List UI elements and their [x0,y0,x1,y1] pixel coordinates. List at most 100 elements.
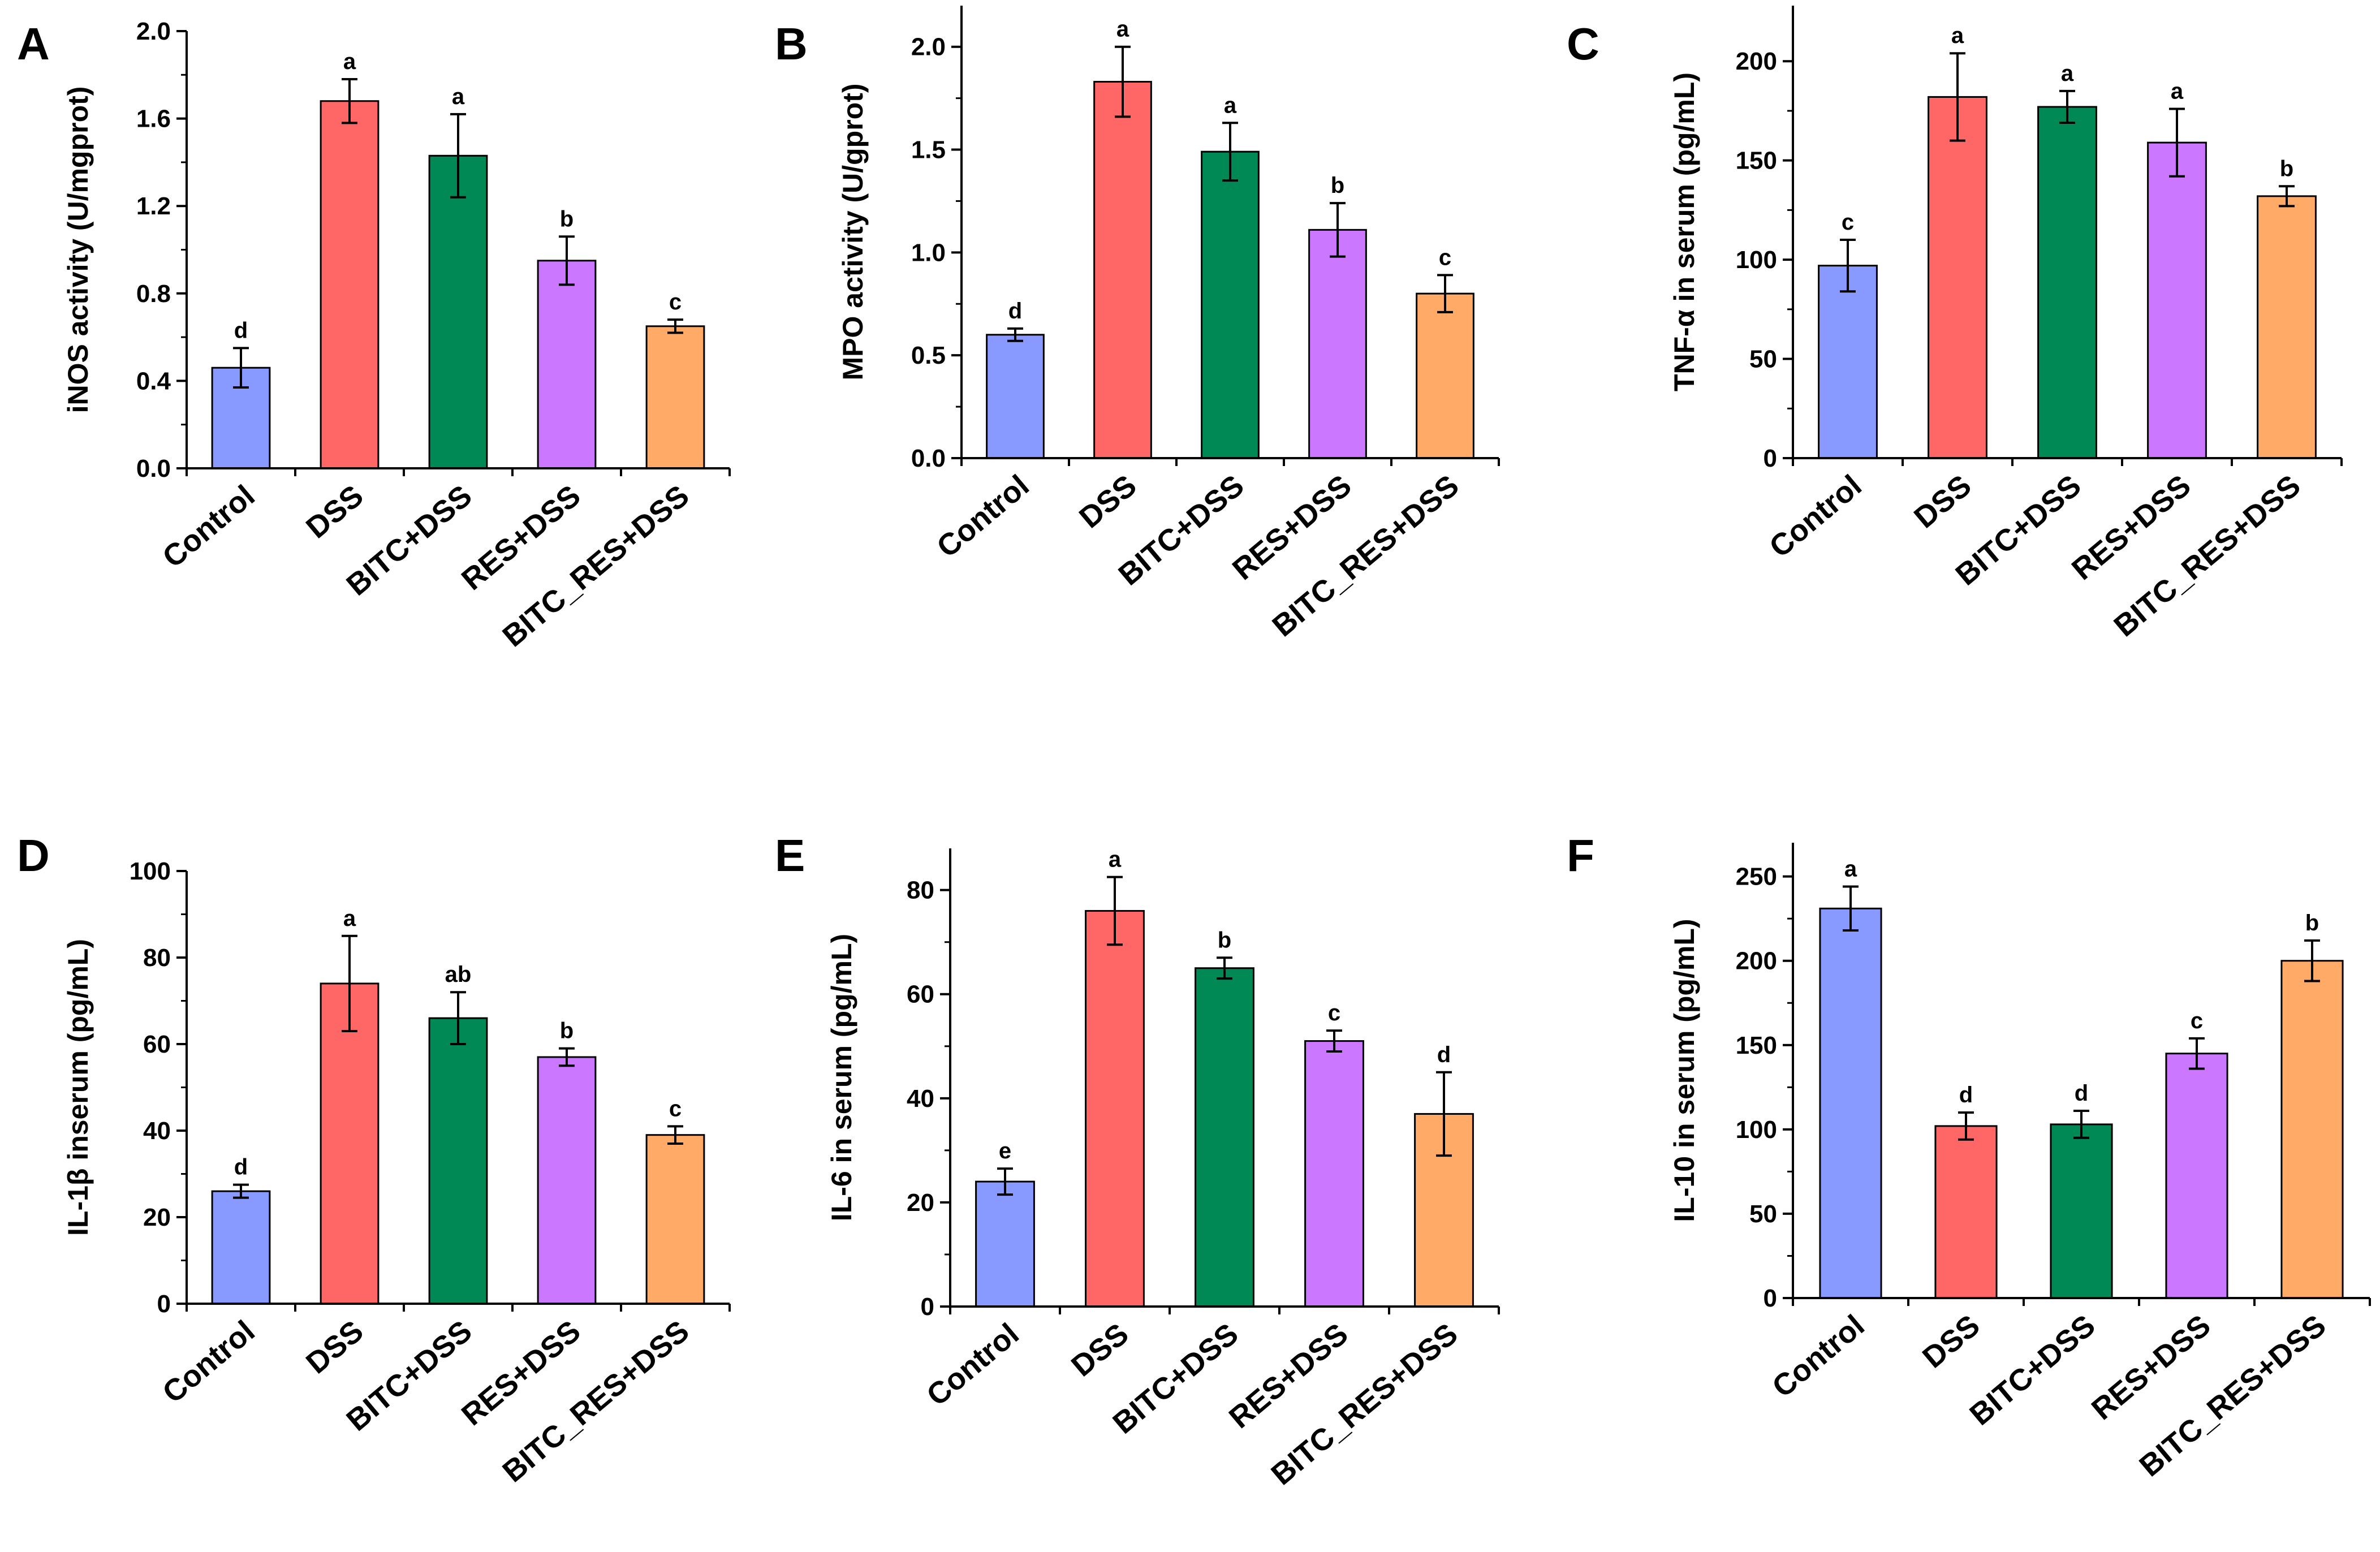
bar-dss [1093,81,1152,459]
y-tick-label: 100 [1736,1116,1777,1144]
category-label: DSS [1073,468,1143,534]
category-label: Control [156,478,261,574]
y-tick-label: 200 [1736,947,1777,975]
bar-bitc-res-dss [2257,195,2317,459]
significance-label: c [2191,1008,2203,1033]
y-tick-label: 20 [907,1189,934,1217]
y-axis-label: MPO activity (U/gprot) [837,83,869,380]
y-tick-label: 80 [143,944,171,972]
significance-label: d [1959,1083,1973,1107]
category-label: BITC+DSS [1963,1308,2101,1432]
category-label: DSS [1916,1308,1986,1374]
y-tick-label: 0.0 [911,445,946,472]
error-bar [1958,1111,1974,1141]
category-label: Control [920,1317,1025,1412]
significance-label: a [1116,17,1129,42]
error-bar [559,1047,575,1067]
bar-control [1819,907,1882,1299]
y-tick-label: 200 [1736,48,1777,75]
error-bar [450,113,466,199]
bar-dss [320,100,380,469]
panel-letter: E [775,830,805,881]
y-tick-label: 150 [1736,147,1777,175]
chart-panel-c: CcControlaDSSaBITC+DSSaRES+DSSbBITC_RES+… [1567,6,2343,643]
significance-label: a [1844,857,1857,882]
significance-label: c [1842,210,1854,235]
category-label: BITC_RES+DSS [2133,1308,2332,1483]
significance-label: d [1008,299,1022,324]
y-tick-label: 80 [907,877,934,904]
y-tick-label: 100 [1736,246,1777,274]
bar-bitc-res-dss [645,325,705,469]
significance-label: a [1951,23,1964,48]
y-tick-label: 0.5 [911,342,946,369]
bar-dss [1085,909,1145,1308]
bar-dss [1928,96,1987,459]
significance-label: c [669,1096,682,1121]
y-axis-label: iNOS activity (U/mgprot) [62,87,94,413]
y-tick-label: 60 [907,981,934,1008]
y-tick-label: 250 [1736,863,1777,891]
category-label: DSS [1908,468,1978,534]
significance-label: b [2280,156,2293,181]
error-bar [1436,1071,1452,1157]
category-label: Control [1766,1308,1871,1404]
y-tick-label: 0.8 [136,280,171,308]
bar-bitc-res-dss [1416,292,1474,459]
significance-label: b [560,1019,574,1044]
category-label: DSS [300,478,370,545]
error-bar [1217,956,1232,980]
bar-control [1818,265,1878,459]
y-axis-label: IL-10 in serum (pg/mL) [1668,919,1700,1222]
bar-res-dss [537,260,597,469]
category-label: BITC_RES+DSS [1266,468,1465,643]
y-tick-label: 50 [1749,346,1777,373]
significance-label: ab [445,962,472,987]
y-tick-label: 0.0 [136,455,171,482]
y-tick-label: 40 [907,1085,934,1113]
bar-bitc-dss [2037,106,2097,459]
category-label: BITC_RES+DSS [496,1314,695,1489]
chart-panel-b: BdControlaDSSaBITC+DSSbRES+DSScBITC_RES+… [775,6,1500,643]
error-bar [2059,89,2075,124]
y-tick-label: 60 [143,1031,171,1058]
category-label: DSS [300,1314,370,1380]
panel-letter: C [1567,19,1599,69]
bar-control [986,334,1045,459]
error-bar [1843,885,1859,932]
category-label: BITC_RES+DSS [2107,468,2306,643]
y-tick-label: 1.2 [136,192,171,220]
bar-res-dss [537,1056,597,1305]
panel-letter: B [775,19,808,69]
error-bar [1840,239,1856,293]
error-bar [2279,185,2295,208]
chart-panel-e: EeControlaDSSbBITC+DSScRES+DSSdBITC_RES+… [775,830,1500,1491]
error-bar [1437,274,1453,313]
y-tick-label: 2.0 [136,18,171,45]
significance-label: d [234,318,248,343]
significance-label: c [669,290,682,314]
error-bar [2073,1110,2089,1139]
y-tick-label: 0.4 [136,367,171,395]
error-bar [1107,876,1123,946]
significance-label: d [234,1155,248,1180]
error-bar [233,1183,249,1199]
bar-res-dss [2147,141,2207,459]
error-bar [342,78,357,124]
bar-dss [1934,1125,1998,1299]
bar-dss [320,982,380,1305]
error-bar [1326,1029,1342,1053]
bar-control [211,1190,271,1305]
significance-label: d [2075,1081,2088,1106]
error-bar [1950,52,1965,142]
category-label: Control [930,468,1036,564]
significance-label: e [999,1139,1011,1163]
significance-label: b [560,206,574,231]
significance-label: c [1328,1001,1340,1025]
bar-bitc-dss [428,154,488,469]
y-tick-label: 1.6 [136,105,171,133]
significance-label: a [2061,61,2074,86]
y-axis-label: TNF-α in serum (pg/mL) [1668,72,1700,391]
